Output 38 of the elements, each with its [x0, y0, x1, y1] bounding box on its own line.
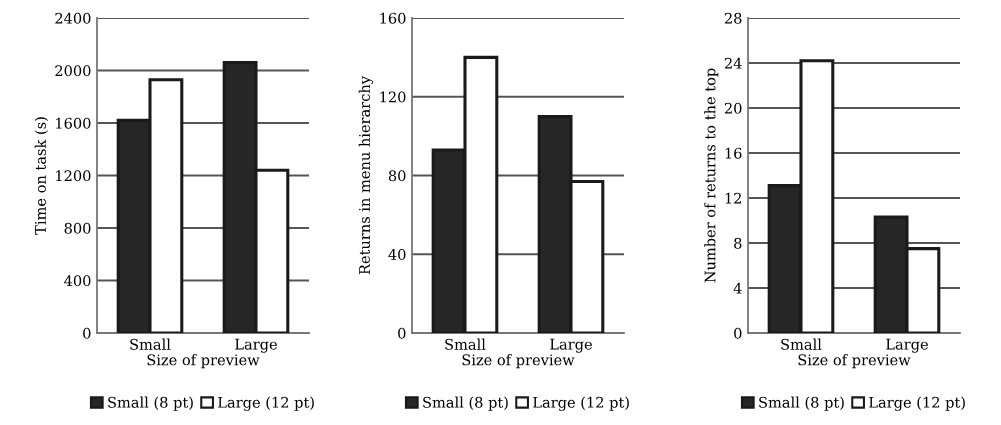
y-axis-title: Time on task (s) — [34, 117, 49, 235]
y-tick-label: 4 — [733, 282, 742, 294]
y-tick-label: 8 — [734, 237, 742, 249]
legend-label: Small (8 pt) — [423, 396, 508, 411]
legend-label: Small (8 pt) — [759, 396, 844, 411]
y-tick-label: 20 — [724, 102, 742, 114]
legend-label: Large (12 pt) — [218, 396, 314, 411]
y-tick-label: 24 — [724, 57, 742, 69]
y-tick-label: 28 — [724, 12, 742, 24]
y-tick-label: 400 — [64, 275, 91, 287]
y-tick-label: 80 — [388, 170, 406, 182]
y-tick-label: 1200 — [56, 170, 91, 182]
x-tick-label: Large — [235, 338, 277, 353]
y-tick-label: 0 — [734, 327, 742, 339]
x-axis-title: Size of preview — [462, 354, 575, 369]
legend-label: Small (8 pt) — [108, 396, 193, 411]
y-tick-label: 16 — [725, 147, 742, 159]
y-axis-title: Number of returns to the top — [704, 68, 719, 283]
x-tick-label: Large — [550, 338, 592, 353]
y-tick-label: 120 — [380, 91, 406, 103]
y-tick-label: 1600 — [56, 117, 91, 129]
y-tick-label: 12 — [725, 192, 742, 204]
x-tick-label: Small — [130, 338, 171, 350]
y-tick-label: 40 — [388, 248, 406, 260]
y-tick-label: 160 — [380, 12, 406, 24]
x-axis-title: Size of preview — [798, 354, 911, 369]
legend-label: Large (12 pt) — [869, 396, 965, 411]
y-axis-title: Returns in menu hierarchy — [358, 76, 374, 275]
y-tick-label: 0 — [398, 327, 406, 339]
x-axis-title: Size of preview — [147, 354, 260, 369]
y-tick-label: 800 — [64, 222, 91, 234]
y-tick-label: 2000 — [55, 65, 91, 77]
x-tick-label: Small — [445, 338, 486, 350]
x-tick-label: Large — [886, 338, 928, 353]
y-tick-label: 2400 — [55, 12, 91, 24]
x-tick-label: Small — [781, 338, 822, 350]
legend-label: Large (12 pt) — [533, 396, 629, 411]
y-tick-label: 0 — [83, 327, 91, 339]
